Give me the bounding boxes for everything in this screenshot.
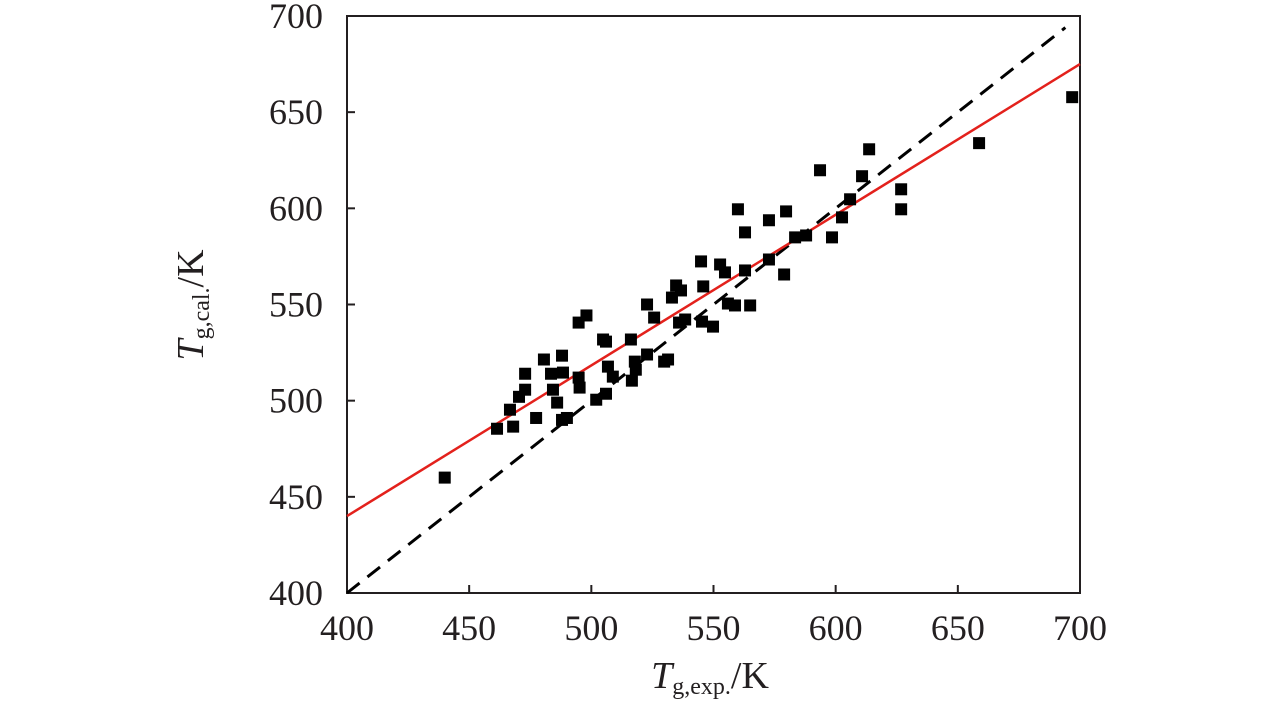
point [556, 349, 569, 362]
point [1066, 91, 1079, 104]
point [551, 396, 564, 409]
point [679, 313, 692, 326]
point [519, 367, 532, 380]
y-tick-label: 450 [269, 477, 323, 517]
point [491, 422, 504, 435]
point [778, 268, 791, 281]
point [641, 298, 654, 311]
point [625, 374, 638, 387]
point [546, 383, 559, 396]
point [762, 214, 775, 227]
point [697, 280, 710, 293]
point [560, 411, 573, 424]
point [895, 203, 908, 216]
point [503, 403, 516, 416]
x-tick-label: 600 [809, 608, 863, 648]
point [696, 315, 709, 328]
x-label-symbol: T [651, 655, 675, 697]
point [662, 353, 675, 366]
y-label-subscript: g,cal. [189, 287, 215, 339]
x-tick-label: 500 [564, 608, 618, 648]
y-tick-label: 500 [269, 381, 323, 421]
point [856, 170, 869, 183]
y-label-symbol: T [170, 337, 212, 361]
point [624, 333, 637, 346]
fit-line [346, 63, 1081, 518]
x-tick-label: 450 [442, 608, 496, 648]
point [629, 363, 642, 376]
y-tick-label: 700 [269, 0, 323, 36]
point [556, 366, 569, 379]
y-tick-label: 650 [269, 92, 323, 132]
y-tick-label: 400 [269, 573, 323, 613]
point [507, 420, 520, 433]
point [537, 353, 550, 366]
point [573, 381, 586, 394]
point [731, 203, 744, 216]
point [863, 143, 876, 156]
point [789, 231, 802, 244]
point [973, 137, 986, 150]
point [780, 205, 793, 218]
y-tick-label: 550 [269, 285, 323, 325]
point [599, 335, 612, 348]
point [545, 367, 558, 380]
y-label-unit: /K [170, 249, 212, 288]
x-tick-label: 650 [931, 608, 985, 648]
point [729, 299, 742, 312]
point [814, 164, 827, 177]
point [675, 284, 688, 297]
point [530, 411, 543, 424]
point [590, 393, 603, 406]
point [606, 370, 619, 383]
point [718, 266, 731, 279]
point [572, 371, 585, 384]
x-tick-label: 550 [687, 608, 741, 648]
point [599, 387, 612, 400]
point [519, 383, 532, 396]
x-tick-label: 700 [1053, 608, 1107, 648]
point [641, 348, 654, 361]
y-axis-label: Tg,cal./K [170, 249, 215, 361]
point [800, 229, 813, 242]
point [826, 231, 839, 244]
point [580, 309, 593, 322]
point [744, 299, 757, 312]
x-label-unit: /K [731, 655, 770, 697]
point [695, 255, 708, 268]
point [895, 183, 908, 196]
point [648, 311, 661, 324]
identity-line [346, 26, 1067, 595]
point [836, 211, 849, 224]
point [739, 226, 752, 239]
point [601, 360, 614, 373]
x-tick-label: 400 [320, 608, 374, 648]
point [739, 264, 752, 277]
x-label-subscript: g,exp. [672, 674, 731, 700]
y-tick-label: 600 [269, 188, 323, 228]
point [707, 320, 720, 333]
point [665, 291, 678, 304]
point [438, 471, 451, 484]
point [762, 253, 775, 266]
point [844, 193, 857, 206]
x-axis-label: Tg,exp./K [651, 655, 769, 700]
